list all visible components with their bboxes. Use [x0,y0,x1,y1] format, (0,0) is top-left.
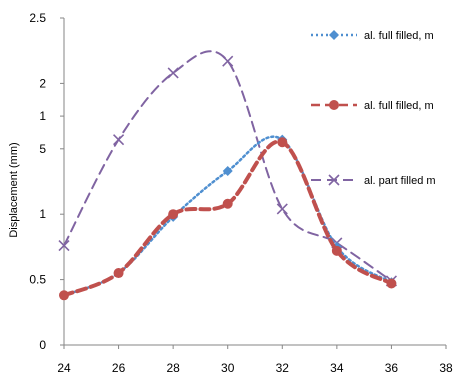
legend-swatch-marker [329,30,339,40]
x-tick-label: 34 [330,361,344,375]
data-point [222,166,233,177]
legend-entry: al. full filled, m [311,30,434,42]
series-line [62,135,393,297]
y-tick-label: 2 [39,76,46,90]
legend-swatch-marker [329,100,339,110]
data-point [222,55,234,67]
x-tick-label: 36 [385,361,399,375]
x-tick-label: 24 [57,361,71,375]
x-axis-ticks: 24 26 28 30 32 34 36 38 [57,345,453,375]
x-tick-label: 38 [439,361,453,375]
y-tick-label: 1 [39,109,46,123]
data-point [331,245,342,256]
y-tick-label: 0.5 [29,273,46,287]
series-line [62,139,394,298]
data-point [113,268,124,279]
series-2 [59,137,397,301]
legend-label: al. full filled, m [364,100,434,112]
series-layer [58,50,397,301]
data-point [276,203,288,215]
y-tick-label: 2.5 [29,11,46,25]
data-point [386,278,397,289]
y-axis-ticks: 0 0.5 1 5 1 2 2.5 [29,11,64,352]
legend-label: al. full filled, m [364,30,434,42]
data-point [113,134,125,146]
data-point [277,137,288,148]
legend-entry: al. full filled, m [311,100,434,112]
x-tick-label: 30 [221,361,235,375]
data-point [59,290,69,301]
y-tick-label: 1 [39,207,46,221]
legend-swatch-marker [328,174,340,186]
y-tick-label: 0 [39,338,46,352]
y-tick-label: 5 [39,142,46,156]
data-point [168,209,179,220]
x-tick-label: 26 [112,361,126,375]
legend-entry: al. part filled m [311,174,436,187]
data-point [58,240,70,252]
data-point [167,67,179,79]
legend-label: al. part filled m [364,175,436,187]
series-1 [59,134,397,301]
x-tick-label: 32 [276,361,290,375]
data-point [222,198,233,209]
legend: al. full filled, m al. full filled, m al. … [311,30,436,187]
y-axis-label: Displacement (mm) [8,142,20,237]
x-tick-label: 28 [166,361,180,375]
